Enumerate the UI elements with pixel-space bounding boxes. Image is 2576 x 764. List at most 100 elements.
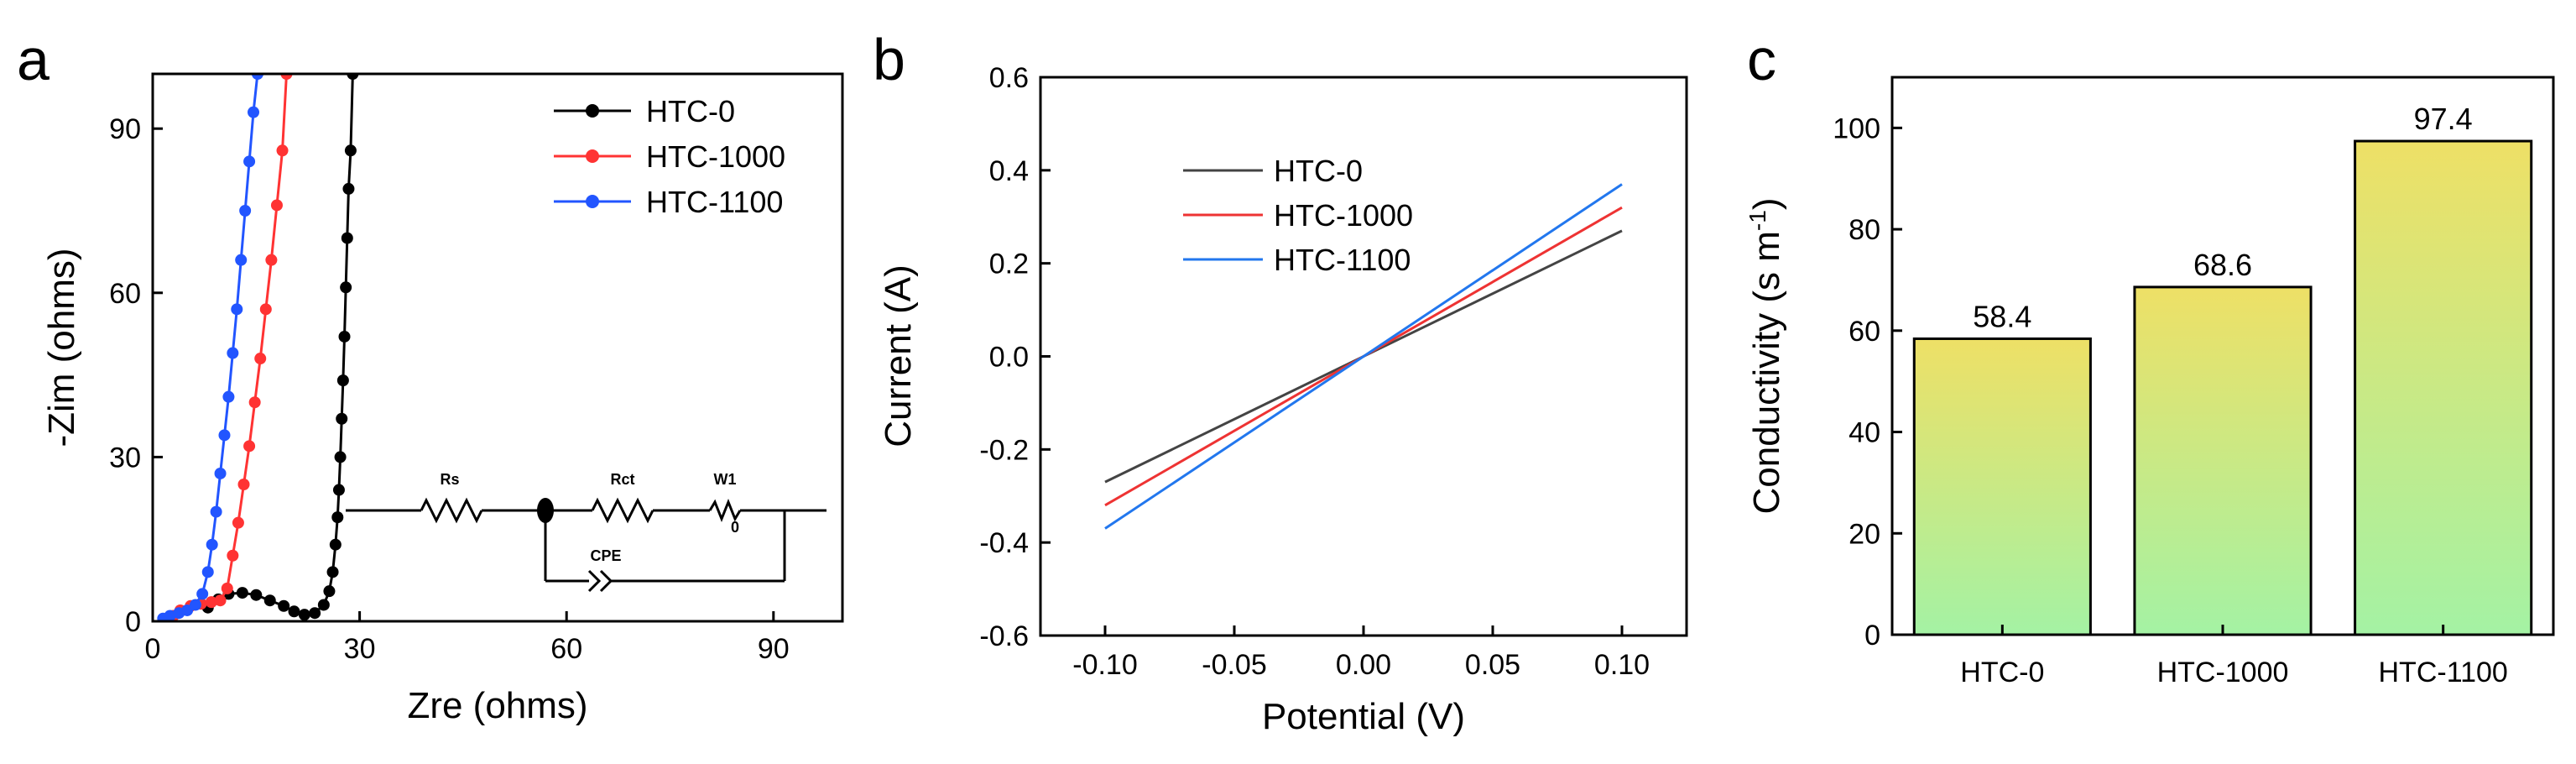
panel-a-legend: HTC-0 HTC-1000 HTC-1100 [554, 94, 785, 219]
panel-c-ticks: HTC-0 HTC-1000 HTC-1100 0 20 40 60 80 100 [1833, 113, 2508, 688]
panel-a-data-layer [157, 74, 359, 621]
legend-item-htc-0: HTC-0 [554, 94, 735, 128]
panel-b-data-layer [1104, 183, 1623, 530]
data-point-htc-1100 [231, 303, 243, 316]
x-tick-label: -0.10 [1072, 649, 1138, 681]
y-tick-label: 30 [109, 442, 141, 474]
data-point-htc-0 [278, 599, 290, 612]
bar-value-label-htc-1100: 97.4 [2414, 102, 2473, 136]
circuit-label-w-subscript: 0 [731, 519, 739, 536]
bar-htc-1000 [2133, 285, 2313, 636]
bar-value-label-htc-1000: 68.6 [2193, 248, 2252, 282]
circuit-label-rct: Rct [610, 471, 634, 488]
data-point-htc-1000 [248, 396, 261, 409]
data-point-htc-0 [250, 589, 263, 601]
data-point-htc-1100 [222, 390, 235, 403]
data-point-htc-1100 [201, 566, 214, 578]
data-point-htc-1100 [206, 538, 218, 551]
series-line-htc-1000 [172, 74, 288, 617]
legend-item-htc-1000: HTC-1000 [554, 139, 785, 174]
panel-b-iv-plot: b -0.10 -0.05 0.00 0.05 0.10 -0.6 -0.4 -0.2 0.0 0… [873, 27, 1688, 737]
y-tick-label: 0 [1864, 620, 1880, 651]
panel-c-letter: c [1747, 27, 1776, 92]
panel-b-ticks: -0.10 -0.05 0.00 0.05 0.10 -0.6 -0.4 -0.2 0.0 0.2… [979, 62, 1650, 681]
data-point-htc-1000 [214, 594, 227, 607]
legend-label-htc-1000: HTC-1000 [1274, 198, 1413, 233]
x-tick-label: 90 [758, 633, 790, 665]
panel-c-y-axis-label: Conductivity (s m-1) [1744, 198, 1787, 515]
data-point-htc-1000 [227, 549, 239, 562]
data-point-htc-1000 [254, 353, 267, 365]
data-point-htc-0 [334, 451, 347, 463]
legend-item-htc-1000: HTC-1000 [1183, 198, 1413, 233]
data-point-htc-0 [338, 330, 351, 343]
legend-label-htc-1000: HTC-1000 [646, 139, 785, 174]
data-point-htc-1000 [221, 582, 233, 594]
circuit-label-cpe: CPE [590, 547, 621, 564]
x-tick-label: 0.10 [1594, 649, 1650, 681]
equivalent-circuit-inset [346, 497, 827, 593]
y-tick-label: -0.4 [979, 527, 1029, 559]
data-point-htc-1100 [189, 599, 201, 611]
bar-value-label-htc-0: 58.4 [1973, 299, 2031, 333]
data-point-htc-0 [336, 412, 348, 425]
x-tick-label: 0.00 [1336, 649, 1391, 681]
data-point-htc-0 [326, 566, 339, 578]
data-point-htc-0 [344, 144, 357, 157]
legend-label-htc-0: HTC-0 [1274, 154, 1363, 188]
data-point-htc-1100 [248, 106, 260, 118]
x-tick-label: 60 [550, 633, 582, 665]
data-point-htc-1000 [232, 516, 244, 529]
circuit-label-rs: Rs [440, 471, 459, 488]
cpe-plate-2 [599, 569, 613, 593]
x-tick-label: 0 [145, 633, 161, 665]
data-point-htc-1100 [239, 205, 252, 217]
data-point-htc-1100 [251, 74, 263, 80]
data-point-htc-1000 [243, 440, 256, 453]
legend-label-htc-1100: HTC-1100 [646, 185, 783, 219]
data-point-htc-0 [342, 182, 355, 195]
data-point-htc-1000 [259, 303, 272, 316]
legend-marker-htc-1100 [586, 195, 599, 208]
panel-c-data-layer: 58.4 68.6 97.4 [1912, 102, 2533, 636]
data-point-htc-0 [331, 511, 344, 524]
panel-a-ticks: 0 30 60 90 0 30 60 90 [109, 113, 790, 665]
y-tick-label: 0.2 [989, 249, 1029, 280]
circuit-label-w1: W1 [714, 471, 737, 488]
legend-item-htc-1100: HTC-1100 [554, 185, 783, 219]
data-point-htc-1000 [205, 596, 217, 609]
panel-b-y-axis-label: Current (A) [878, 264, 919, 447]
panel-a-y-axis-label: -Zim (ohms) [41, 248, 82, 447]
y-tick-label: 20 [1849, 518, 1880, 550]
data-point-htc-1100 [235, 254, 248, 266]
series-line-htc-1100 [162, 74, 259, 620]
data-point-htc-1100 [214, 467, 227, 479]
data-point-htc-0 [309, 607, 321, 620]
data-point-htc-1100 [227, 347, 239, 359]
y-tick-label: 0.4 [989, 155, 1029, 187]
circuit-node [537, 498, 554, 523]
x-tick-label-htc-0: HTC-0 [1960, 657, 2044, 688]
y-tick-label: 0.6 [989, 62, 1029, 94]
x-tick-label: 0.05 [1465, 649, 1520, 681]
panel-b-legend: HTC-0 HTC-1000 HTC-1100 [1183, 154, 1413, 277]
data-point-htc-0 [336, 374, 349, 387]
data-point-htc-0 [323, 585, 336, 598]
legend-item-htc-0: HTC-0 [1183, 154, 1363, 188]
y-tick-label: 0 [125, 606, 141, 638]
data-point-htc-1000 [270, 199, 283, 212]
panel-a-x-axis-label: Zre (ohms) [407, 685, 587, 726]
x-tick-label: -0.05 [1202, 649, 1267, 681]
panel-c-y-axis-label-main: Conductivity (s m [1746, 231, 1787, 514]
data-point-htc-0 [236, 587, 248, 599]
data-point-htc-1000 [237, 479, 250, 490]
y-tick-label: 90 [109, 113, 141, 145]
panel-a-series-group [157, 74, 359, 621]
y-tick-label: 100 [1833, 113, 1880, 144]
cpe-plate-1 [587, 569, 602, 593]
panel-a-letter: a [17, 27, 50, 92]
legend-label-htc-0: HTC-0 [646, 94, 735, 128]
x-tick-label-htc-1000: HTC-1000 [2157, 657, 2289, 688]
legend-marker-htc-0 [586, 104, 599, 118]
